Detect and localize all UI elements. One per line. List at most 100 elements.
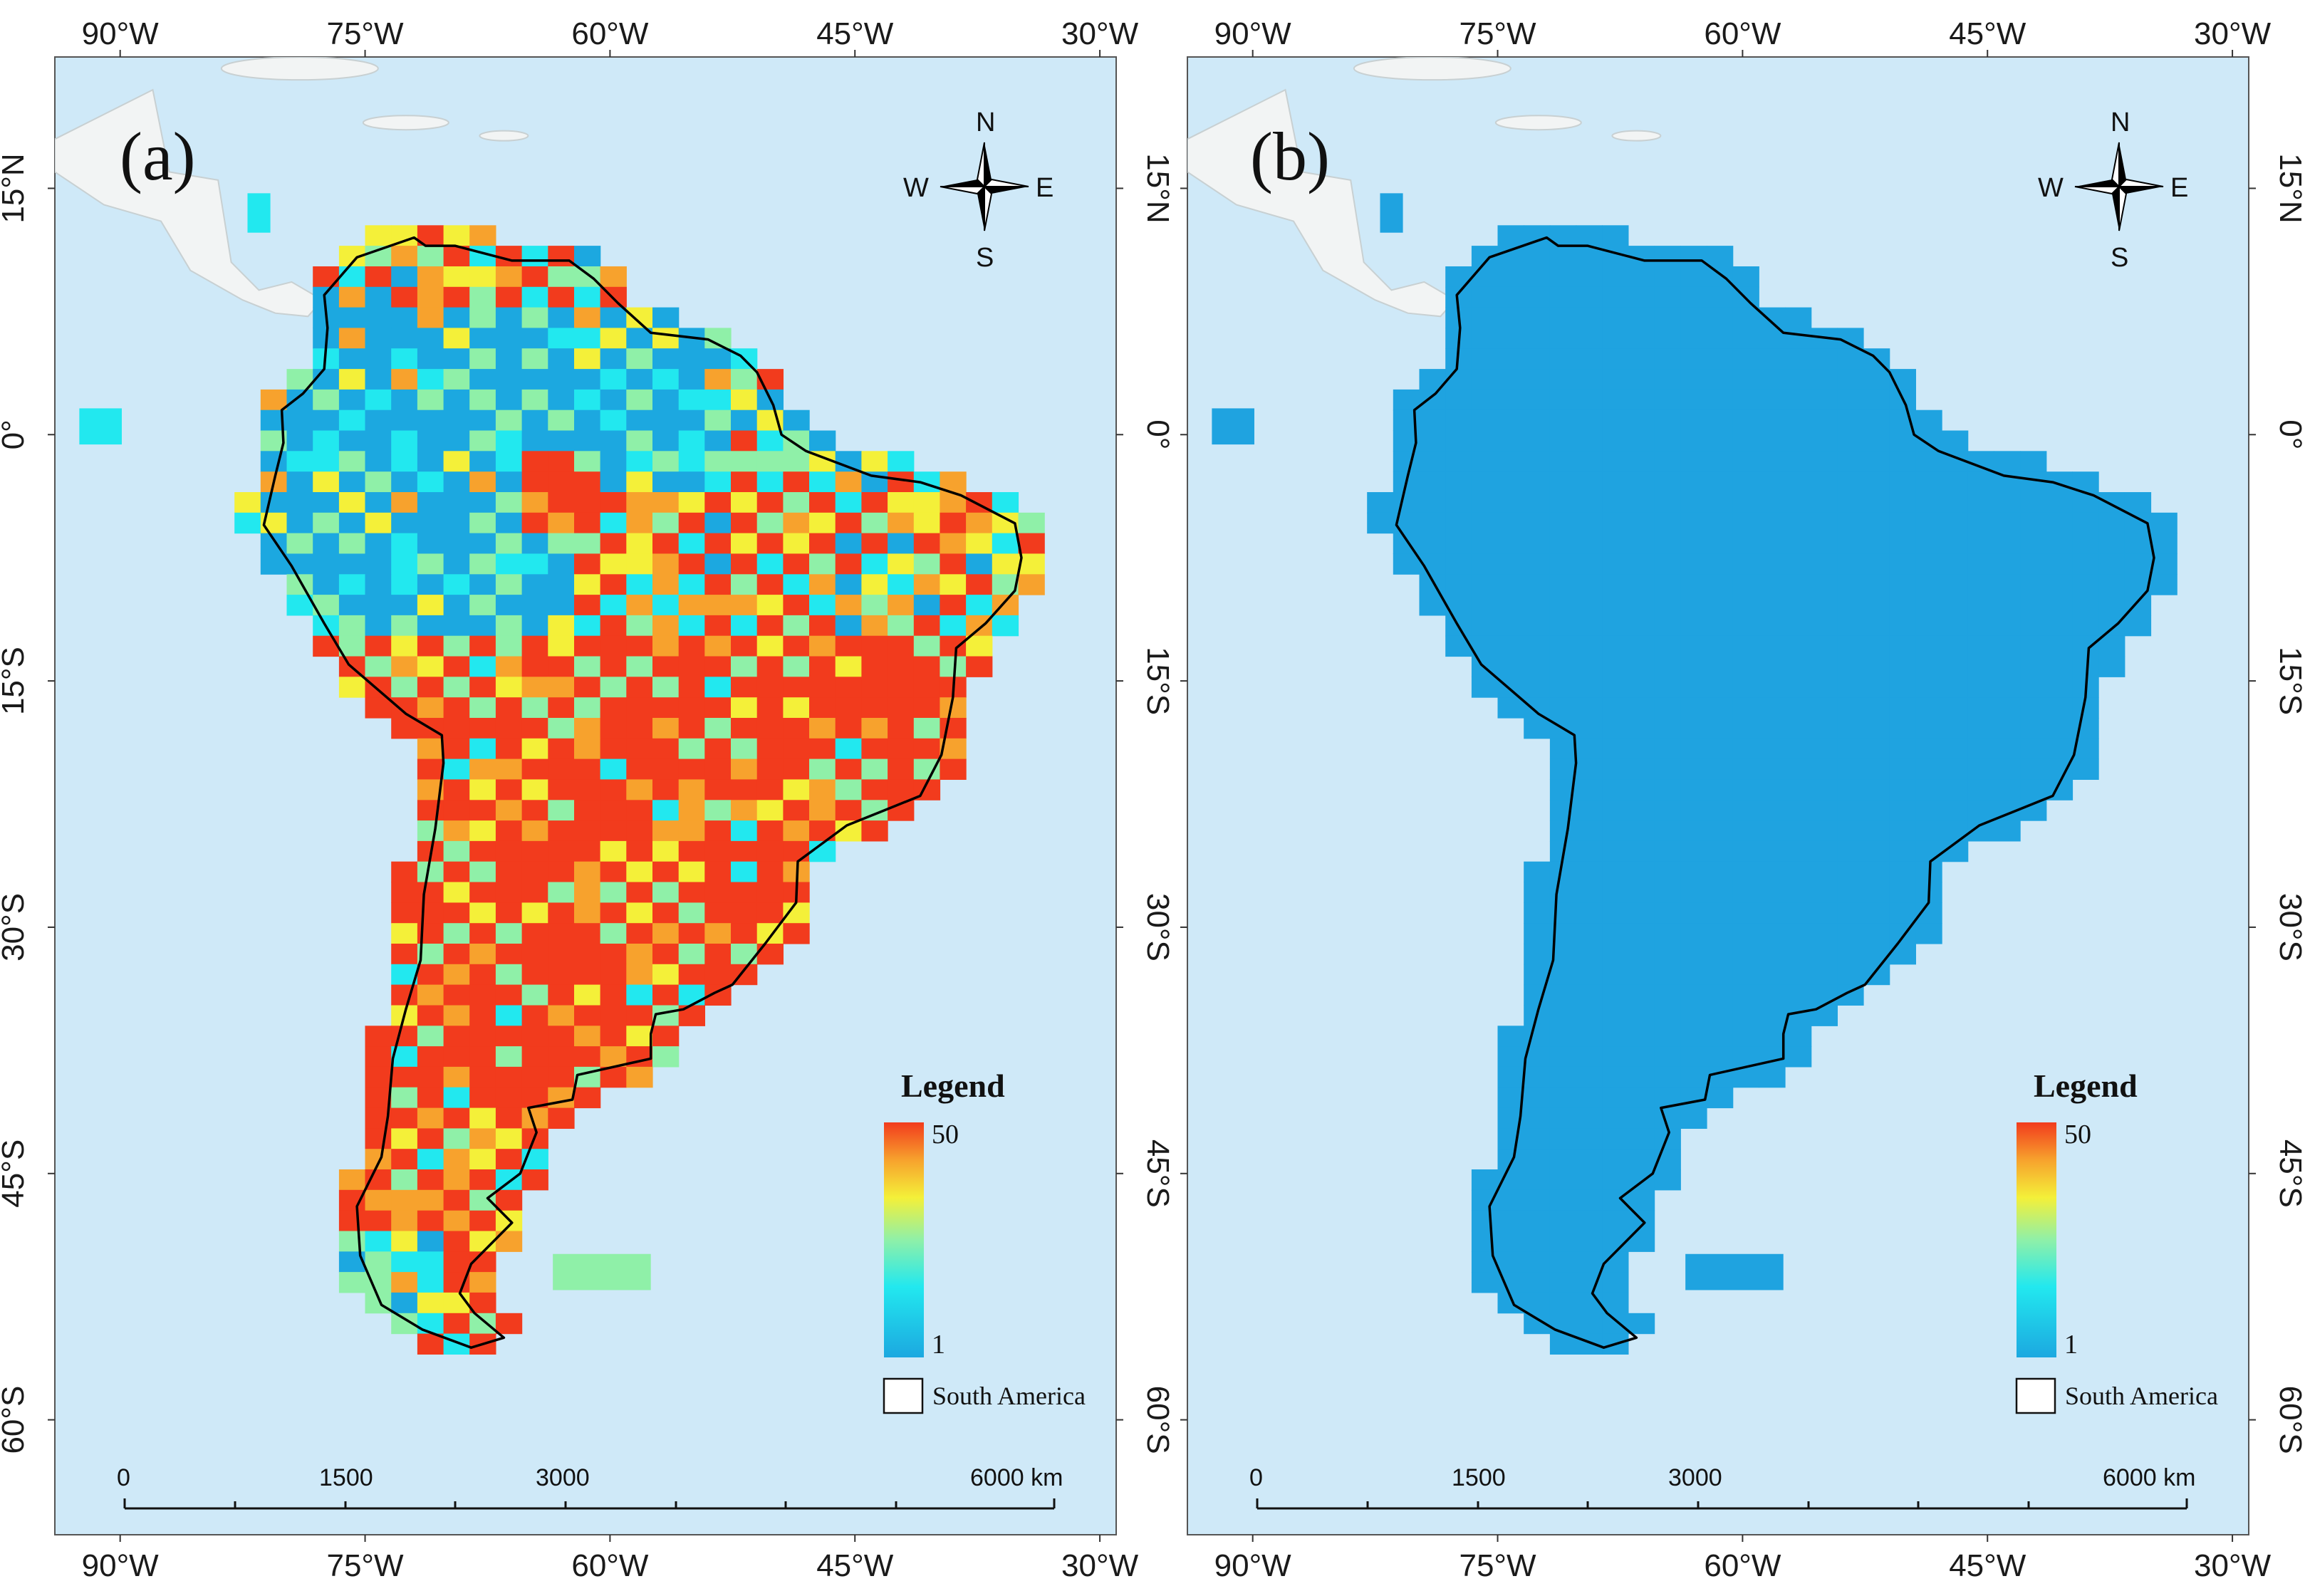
caribbean-island-1 [1494, 115, 1582, 131]
grid-cell [756, 615, 784, 637]
grid-cell [1367, 492, 1394, 513]
grid-cell [1680, 266, 1707, 288]
lat-tick-label-left: 15°S [0, 647, 31, 715]
grid-cell [652, 471, 680, 493]
grid-cell [600, 677, 627, 698]
grid-cell [1915, 758, 1942, 780]
grid-cell [1654, 492, 1681, 513]
grid-cell [626, 758, 653, 780]
grid-cell [626, 348, 653, 370]
grid-cell [521, 492, 548, 513]
grid-cell [940, 574, 967, 595]
grid-cell [704, 697, 732, 719]
grid-cell [888, 758, 915, 780]
grid-cell [469, 923, 496, 944]
grid-cell [521, 307, 548, 328]
grid-cell [1497, 697, 1524, 719]
grid-cell [1837, 656, 1864, 677]
grid-cell [1863, 635, 1890, 657]
grid-cell [1942, 553, 1969, 575]
grid-cell [1445, 389, 1472, 411]
grid-cell [1602, 1189, 1629, 1211]
grid-cell [678, 902, 705, 924]
grid-cell [809, 471, 836, 493]
grid-cell [417, 738, 444, 760]
grid-cell [1628, 286, 1655, 308]
grid-cell [835, 800, 862, 821]
grid-cell [1549, 758, 1577, 780]
grid-cell [1759, 307, 1786, 328]
grid-cell [626, 840, 653, 862]
grid-cell [1759, 779, 1786, 800]
grid-cell [731, 492, 758, 513]
grid-cell [1994, 820, 2021, 842]
grid-cell [1654, 1169, 1681, 1191]
grid-cell [1680, 677, 1707, 698]
grid-cell [600, 369, 627, 390]
grid-cell [888, 656, 915, 677]
grid-cell [1602, 677, 1629, 698]
grid-cell [756, 758, 784, 780]
grid-cell [1680, 800, 1707, 821]
grid-cell [652, 430, 680, 452]
grid-cell [652, 451, 680, 472]
grid-cell [888, 471, 915, 493]
grid-cell [365, 615, 392, 637]
grid-cell [1549, 615, 1577, 637]
grid-cell [1497, 533, 1524, 554]
grid-cell [678, 758, 705, 780]
legend-title: Legend [2034, 1068, 2138, 1104]
grid-cell [704, 369, 732, 390]
grid-cell [2020, 451, 2047, 472]
grid-cell [338, 492, 366, 513]
grid-cell [313, 266, 340, 288]
grid-cell [1602, 1292, 1629, 1314]
grid-cell [809, 492, 836, 513]
grid-cell [626, 615, 653, 637]
grid-cell [1837, 800, 1864, 821]
grid-cell [365, 1026, 392, 1047]
grid-cell [1549, 1272, 1577, 1293]
grid-cell [495, 328, 523, 349]
grid-cell [1967, 471, 1994, 493]
grid-cell [1707, 574, 1734, 595]
grid-cell [2098, 595, 2126, 616]
grid-cell [1524, 882, 1551, 903]
grid-cell [417, 1107, 444, 1129]
grid-cell [443, 738, 470, 760]
grid-cell [1811, 677, 1838, 698]
grid-cell [1654, 656, 1681, 677]
grid-cell [756, 492, 784, 513]
grid-cell [365, 635, 392, 657]
grid-cell [1707, 902, 1734, 924]
grid-cell [417, 1087, 444, 1109]
grid-cell [1680, 246, 1707, 267]
grid-cell [1576, 369, 1603, 390]
south-america-coastline [1395, 236, 2155, 1349]
grid-cell [731, 820, 758, 842]
grid-cell [1602, 944, 1629, 965]
grid-cell [913, 758, 941, 780]
grid-cell [391, 492, 418, 513]
grid-cell [1602, 574, 1629, 595]
grid-cell [1680, 615, 1707, 637]
grid-cell [1785, 697, 1812, 719]
grid-cell [783, 656, 810, 677]
colorbar-min-label: 1 [2064, 1330, 2078, 1360]
grid-cell [1680, 595, 1707, 616]
grid-cell [940, 718, 967, 739]
grid-cell [1628, 348, 1655, 370]
grid-cell [1837, 369, 1864, 390]
grid-cell [1942, 635, 1969, 657]
grid-cell [1837, 923, 1864, 944]
grid-cell [1967, 677, 1994, 698]
grid-cell [338, 533, 366, 554]
grid-cell [574, 738, 601, 760]
grid-cell [1602, 553, 1629, 575]
grid-cell [443, 964, 470, 986]
grid-cell [1549, 1026, 1577, 1047]
grid-cell [2020, 574, 2047, 595]
grid-cell [443, 800, 470, 821]
grid-cell [704, 964, 732, 986]
